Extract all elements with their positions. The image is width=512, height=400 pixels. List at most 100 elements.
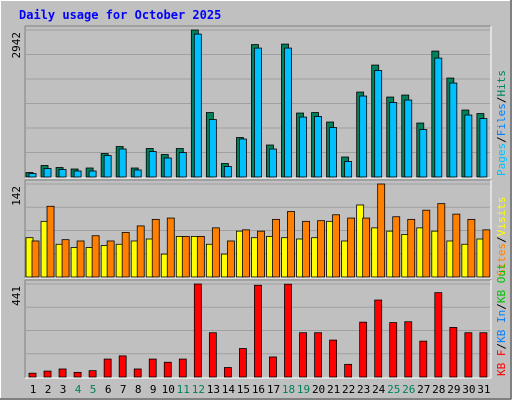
y-max-label: 142 xyxy=(10,186,23,206)
bar-sites-day-29 xyxy=(452,213,461,278)
x-tick-label-day-5: 5 xyxy=(90,383,97,396)
bar-sites-day-24 xyxy=(377,183,386,278)
bar-pages-day-28 xyxy=(434,57,443,178)
x-tick-label-day-8: 8 xyxy=(135,383,142,396)
bar-sites-day-21 xyxy=(332,214,341,278)
x-tick-label-day-25: 25 xyxy=(387,383,400,396)
bar-pages-day-3 xyxy=(58,169,67,178)
legend-entry-hits: Hits xyxy=(495,70,508,97)
legend-entry-kb-in: KB In xyxy=(495,310,508,343)
x-tick-label-day-24: 24 xyxy=(372,383,386,396)
bar-kb-f-day-14 xyxy=(223,367,232,378)
x-tick-label-day-6: 6 xyxy=(105,383,112,396)
x-tick-label-day-1: 1 xyxy=(30,383,37,396)
bar-kb-f-day-24 xyxy=(374,299,383,378)
bar-sites-day-12 xyxy=(196,235,205,278)
bar-kb-f-day-8 xyxy=(133,368,142,378)
bar-pages-day-27 xyxy=(419,129,428,178)
bar-kb-f-day-18 xyxy=(284,283,292,378)
bar-kb-f-day-21 xyxy=(329,339,338,378)
bar-kb-f-day-28 xyxy=(434,292,443,378)
x-tick-label-day-20: 20 xyxy=(312,383,325,396)
bar-pages-day-26 xyxy=(404,99,413,178)
bar-sites-day-9 xyxy=(151,218,160,278)
bar-pages-day-22 xyxy=(344,161,353,178)
bar-pages-day-17 xyxy=(269,148,277,178)
bar-pages-day-9 xyxy=(148,151,157,178)
x-tick-label-day-2: 2 xyxy=(45,383,52,396)
bar-kb-f-day-2 xyxy=(43,370,52,378)
x-tick-label-day-31: 31 xyxy=(477,383,490,396)
bar-sites-day-23 xyxy=(362,217,371,278)
bar-pages-day-5 xyxy=(88,170,97,178)
bar-pages-day-8 xyxy=(133,169,142,178)
x-tick-label-day-19: 19 xyxy=(297,383,310,396)
bar-pages-day-25 xyxy=(389,102,398,178)
legend-entry-sites: Sites xyxy=(495,243,508,276)
y-max-label: 2942 xyxy=(10,32,23,59)
panel-visits-sites: 142 Sites/Visits xyxy=(10,179,508,279)
bar-sites-day-19 xyxy=(302,220,310,278)
bar-pages-day-2 xyxy=(43,168,52,178)
bar-kb-f-day-29 xyxy=(449,327,458,378)
bar-kb-f-day-10 xyxy=(163,361,172,378)
bar-pages-day-31 xyxy=(479,118,488,178)
bar-kb-f-day-25 xyxy=(389,322,398,378)
x-tick-label-day-28: 28 xyxy=(432,383,445,396)
bar-kb-f-day-3 xyxy=(58,368,67,378)
bar-pages-day-24 xyxy=(374,70,383,178)
bar-pages-day-23 xyxy=(359,95,368,178)
bar-pages-day-15 xyxy=(239,138,247,178)
legend-separator: / xyxy=(495,343,508,350)
x-tick-label-day-18: 18 xyxy=(282,383,295,396)
bar-sites-day-22 xyxy=(347,217,356,278)
bar-sites-day-3 xyxy=(61,239,70,278)
legend-entry-kb-f: KB F xyxy=(495,350,508,377)
bar-kb-f-day-15 xyxy=(239,348,247,378)
x-tick-label-day-9: 9 xyxy=(150,383,157,396)
bar-kb-f-day-27 xyxy=(419,340,428,378)
x-tick-label-day-7: 7 xyxy=(120,383,127,396)
bar-pages-day-10 xyxy=(163,157,172,178)
legend-separator: / xyxy=(495,136,508,143)
bar-pages-day-6 xyxy=(103,155,112,178)
chart-panels: 2942Pages/Files/Hits142Sites/Visits441KB… xyxy=(10,25,508,379)
bar-pages-day-20 xyxy=(314,116,322,178)
bar-kb-f-day-22 xyxy=(344,363,353,378)
bar-sites-day-17 xyxy=(272,218,280,278)
bar-kb-f-day-11 xyxy=(178,358,187,378)
bar-kb-f-day-5 xyxy=(88,370,97,378)
bar-kb-f-day-13 xyxy=(208,332,217,378)
bar-sites-day-16 xyxy=(257,230,265,278)
x-tick-label-day-15: 15 xyxy=(237,383,250,396)
bar-kb-f-day-30 xyxy=(464,332,473,378)
bar-pages-day-7 xyxy=(118,148,127,178)
bar-kb-f-day-17 xyxy=(269,356,277,378)
bar-pages-day-13 xyxy=(208,119,217,178)
legend-entry-visits: Visits xyxy=(495,197,508,237)
bar-pages-day-16 xyxy=(254,47,262,178)
bar-kb-f-day-4 xyxy=(73,371,82,378)
bar-kb-f-day-19 xyxy=(299,332,307,378)
bar-sites-day-20 xyxy=(317,220,325,278)
x-tick-label-day-3: 3 xyxy=(60,383,67,396)
bar-pages-day-11 xyxy=(178,152,187,178)
bar-sites-day-18 xyxy=(287,211,295,278)
y-max-label: 441 xyxy=(10,286,23,306)
bar-sites-day-28 xyxy=(437,203,446,278)
bar-pages-day-19 xyxy=(299,116,307,178)
panel-kbytes: 441 KB F/KB In/KB Out xyxy=(10,263,508,379)
bar-pages-day-12 xyxy=(193,33,202,178)
bar-sites-day-2 xyxy=(46,205,55,278)
legend-kbytes: KB F/KB In/KB Out xyxy=(495,263,508,376)
legend-pages-files-hits: Pages/Files/Hits xyxy=(495,70,508,176)
bar-sites-day-6 xyxy=(106,240,115,278)
legend-visits-sites: Sites/Visits xyxy=(495,197,508,277)
bar-sites-day-13 xyxy=(211,227,220,278)
bar-sites-day-11 xyxy=(181,235,190,278)
bar-sites-day-8 xyxy=(136,225,145,278)
x-tick-label-day-11: 11 xyxy=(177,383,190,396)
x-tick-label-day-26: 26 xyxy=(402,383,415,396)
